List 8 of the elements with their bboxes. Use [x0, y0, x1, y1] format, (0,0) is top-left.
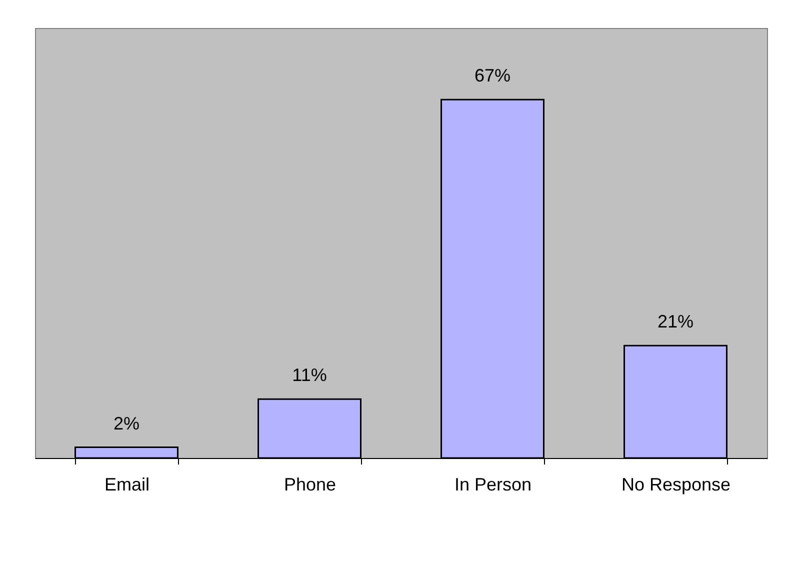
data-label: 21%: [657, 312, 694, 332]
x-tick-label: In Person: [454, 474, 532, 494]
x-tick-label: No Response: [621, 474, 731, 494]
data-label: 2%: [113, 413, 140, 434]
data-label: 11%: [292, 365, 327, 386]
data-label: 67%: [474, 66, 511, 86]
x-tick-label: Phone: [284, 474, 336, 494]
x-tick-label: Email: [104, 474, 150, 494]
